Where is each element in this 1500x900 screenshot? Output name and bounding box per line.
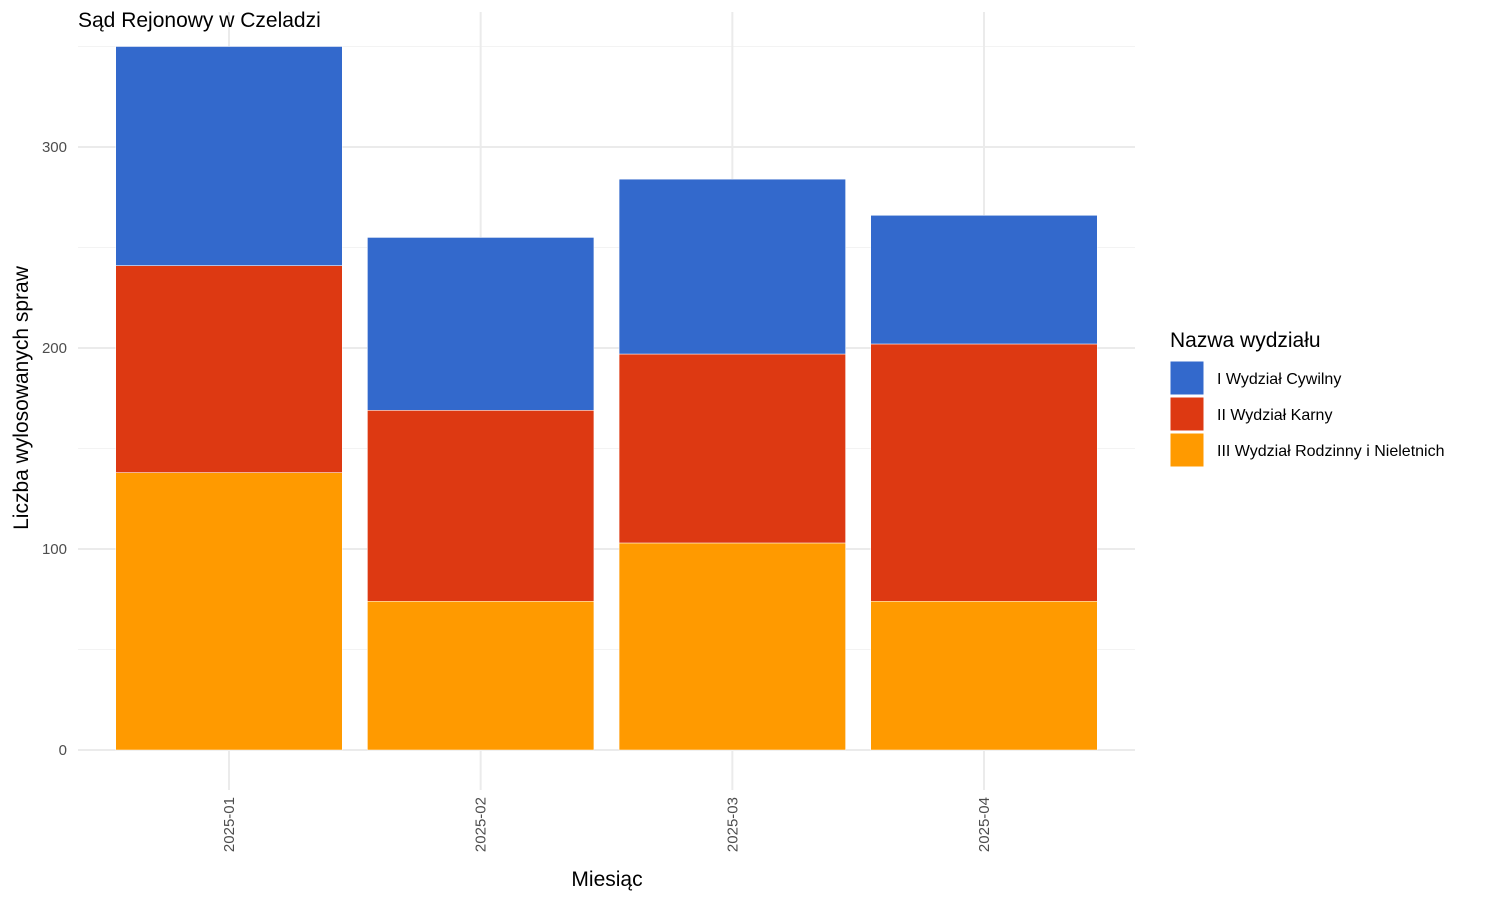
bar-segment (115, 265, 343, 473)
bar-segment (618, 542, 846, 751)
bar-segment (870, 215, 1098, 345)
legend-swatch (1169, 396, 1205, 432)
bar-segment (618, 353, 846, 544)
legend-title: Nazwa wydziału (1170, 329, 1321, 352)
x-tick-label: 2025-02 (473, 797, 490, 852)
x-tick-label: 2025-01 (221, 797, 238, 852)
y-axis-ticks: 0 100 200 300 (42, 139, 67, 759)
bar-segment (618, 178, 846, 355)
legend-swatch (1169, 432, 1205, 468)
y-tick-label: 200 (42, 340, 67, 357)
legend-swatch (1169, 360, 1205, 396)
x-axis-title: Miesiąc (571, 868, 642, 891)
x-tick-label: 2025-04 (976, 797, 993, 852)
legend: Nazwa wydziału I Wydział Cywilny II Wydzi… (1169, 329, 1445, 468)
bar-segment (115, 46, 343, 266)
bar-segment (367, 410, 595, 602)
bar-segment (115, 472, 343, 751)
bars (115, 46, 1098, 751)
x-tick-label: 2025-03 (724, 797, 741, 852)
bar-segment (367, 601, 595, 751)
bar-segment (870, 343, 1098, 602)
legend-label: III Wydział Rodzinny i Nieletnich (1217, 443, 1445, 460)
y-tick-label: 0 (59, 742, 67, 759)
bar-segment (870, 601, 1098, 751)
y-tick-label: 100 (42, 541, 67, 558)
legend-label: II Wydział Karny (1217, 407, 1332, 424)
chart-title: Sąd Rejonowy w Czeladzi (78, 9, 321, 32)
bar-segment (367, 237, 595, 411)
x-axis-ticks: 2025-01 2025-02 2025-03 2025-04 (221, 797, 993, 852)
y-axis-title: Liczba wylosowanych spraw (10, 265, 33, 530)
legend-label: I Wydział Cywilny (1217, 371, 1341, 388)
y-tick-label: 300 (42, 139, 67, 156)
